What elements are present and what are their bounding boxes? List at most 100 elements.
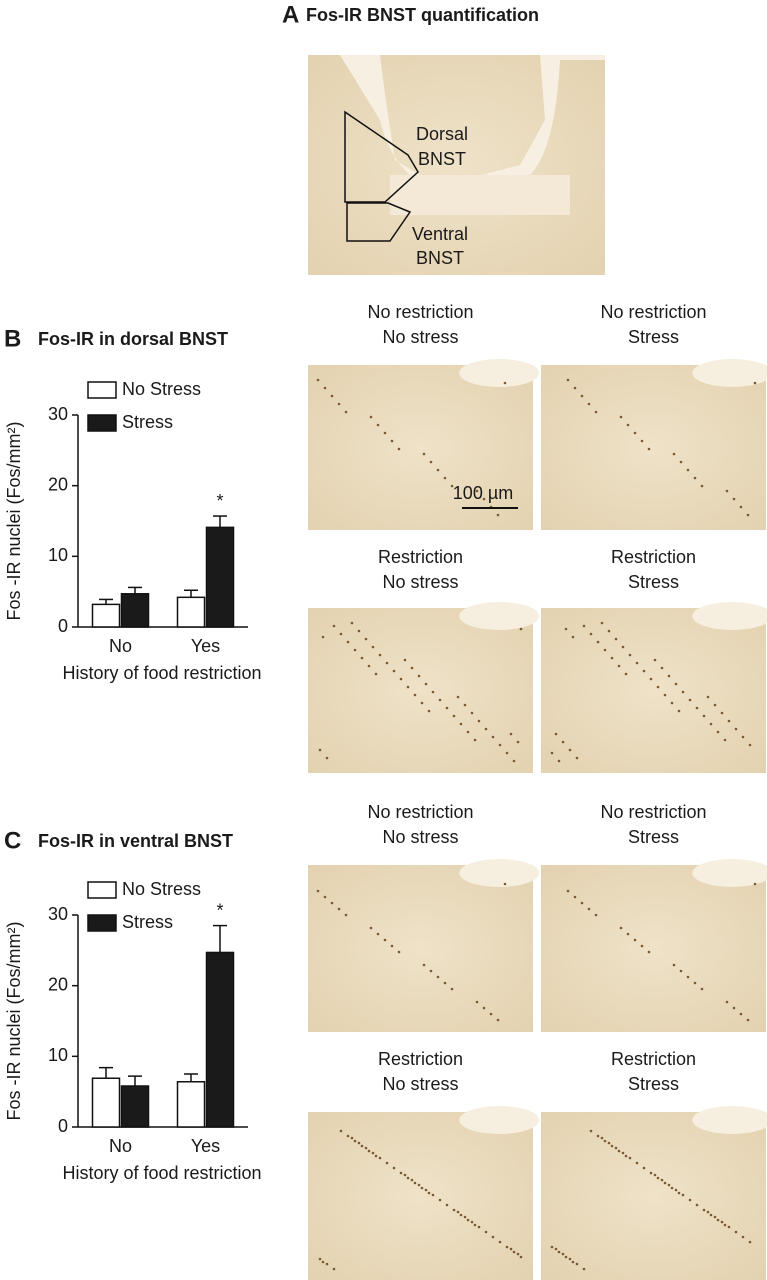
nucleus-dot — [383, 431, 387, 435]
nucleus-dot — [357, 1141, 361, 1145]
nucleus-dot — [640, 439, 644, 443]
nucleus-dot — [397, 950, 401, 954]
significance-mark: * — [216, 900, 223, 920]
micrograph — [541, 359, 767, 530]
panel-label: C — [4, 827, 21, 854]
nucleus-dot — [459, 722, 463, 726]
nucleus-dot — [746, 513, 750, 517]
nucleus-dot — [686, 975, 690, 979]
nucleus-dot — [709, 722, 713, 726]
nucleus-dot — [443, 981, 447, 985]
y-axis-label: Fos -IR nuclei (Fos/mm²) — [4, 921, 24, 1120]
nucleus-dot — [318, 1257, 322, 1261]
nucleus-dot — [371, 1151, 375, 1155]
nucleus-dot — [470, 1220, 474, 1224]
nucleus-dot — [424, 1188, 428, 1192]
nucleus-dot — [739, 1012, 743, 1016]
nucleus-dot — [406, 1176, 410, 1180]
nucleus-dot — [344, 410, 348, 414]
nucleus-dot — [473, 738, 477, 742]
nucleus-dot — [519, 1255, 523, 1259]
nucleus-dot — [716, 730, 720, 734]
nucleus-dot — [674, 682, 678, 686]
nucleus-dot — [489, 1012, 493, 1016]
y-tick-label: 10 — [48, 545, 68, 565]
nucleus-dot — [739, 505, 743, 509]
nucleus-dot — [360, 1144, 364, 1148]
nucleus-dot — [466, 1218, 470, 1222]
nucleus-dot — [582, 624, 586, 628]
nucleus-dot — [674, 1188, 678, 1192]
nucleus-dot — [700, 987, 704, 991]
nucleus-dot — [330, 394, 334, 398]
nucleus-dot — [557, 759, 561, 763]
nucleus-dot — [700, 484, 704, 488]
nucleus-dot — [594, 913, 598, 917]
nucleus-dot — [424, 682, 428, 686]
nucleus-dot — [679, 460, 683, 464]
nucleus-dot — [748, 1240, 752, 1244]
micrograph-structure — [459, 1106, 540, 1134]
scale-bar-label: 100 µm — [453, 483, 513, 503]
micrograph-caption: No stress — [382, 1074, 458, 1094]
nucleus-dot — [427, 1191, 431, 1195]
nucleus-dot — [374, 1154, 378, 1158]
nucleus-dot — [575, 756, 579, 760]
nucleus-dot — [649, 1171, 653, 1175]
chart-title: Fos-IR in dorsal BNST — [38, 329, 228, 349]
nucleus-dot — [702, 714, 706, 718]
nucleus-dot — [573, 386, 577, 390]
y-tick-label: 10 — [48, 1045, 68, 1065]
micrograph — [308, 1106, 540, 1280]
micrograph-caption: No restriction — [367, 302, 473, 322]
legend-swatch — [87, 381, 117, 399]
nucleus-dot — [445, 706, 449, 710]
nucleus-dot — [663, 1181, 667, 1185]
nucleus-dot — [378, 1156, 382, 1160]
nucleus-dot — [420, 1186, 424, 1190]
nucleus-dot — [571, 1260, 575, 1264]
nucleus-dot — [667, 1183, 671, 1187]
nucleus-dot — [753, 882, 757, 886]
region-label: BNST — [416, 248, 464, 268]
nucleus-dot — [557, 1250, 561, 1254]
micrograph-caption: Stress — [628, 1074, 679, 1094]
nucleus-dot — [672, 963, 676, 967]
micrograph-structure — [692, 602, 767, 630]
nucleus-dot — [596, 1134, 600, 1138]
micrograph-image — [308, 365, 533, 530]
nucleus-dot — [642, 669, 646, 673]
micrograph-structure — [692, 859, 767, 887]
nucleus-dot — [628, 653, 632, 657]
nucleus-dot — [589, 1129, 593, 1133]
nucleus-dot — [753, 381, 757, 385]
y-tick-label: 30 — [48, 404, 68, 424]
nucleus-dot — [727, 1225, 731, 1229]
nucleus-dot — [325, 756, 329, 760]
nucleus-dot — [702, 1208, 706, 1212]
nucleus-dot — [670, 1186, 674, 1190]
nucleus-dot — [626, 423, 630, 427]
nucleus-dot — [503, 882, 507, 886]
nucleus-dot — [417, 1183, 421, 1187]
nucleus-dot — [353, 1139, 357, 1143]
nucleus-dot — [496, 1018, 500, 1022]
micrograph-caption: Stress — [628, 572, 679, 592]
nucleus-dot — [587, 402, 591, 406]
nucleus-dot — [509, 732, 513, 736]
nucleus-dot — [663, 693, 667, 697]
bar — [120, 1085, 150, 1128]
nucleus-dot — [477, 1225, 481, 1229]
legend-label: Stress — [122, 912, 173, 932]
nucleus-dot — [681, 1193, 685, 1197]
x-axis-label: History of food restriction — [62, 663, 261, 683]
nucleus-dot — [725, 1000, 729, 1004]
nucleus-dot — [640, 944, 644, 948]
region-label: BNST — [418, 149, 466, 169]
nucleus-dot — [463, 1215, 467, 1219]
nucleus-dot — [706, 695, 710, 699]
nucleus-dot — [346, 1134, 350, 1138]
nucleus-dot — [580, 394, 584, 398]
panel-label: B — [4, 325, 21, 352]
